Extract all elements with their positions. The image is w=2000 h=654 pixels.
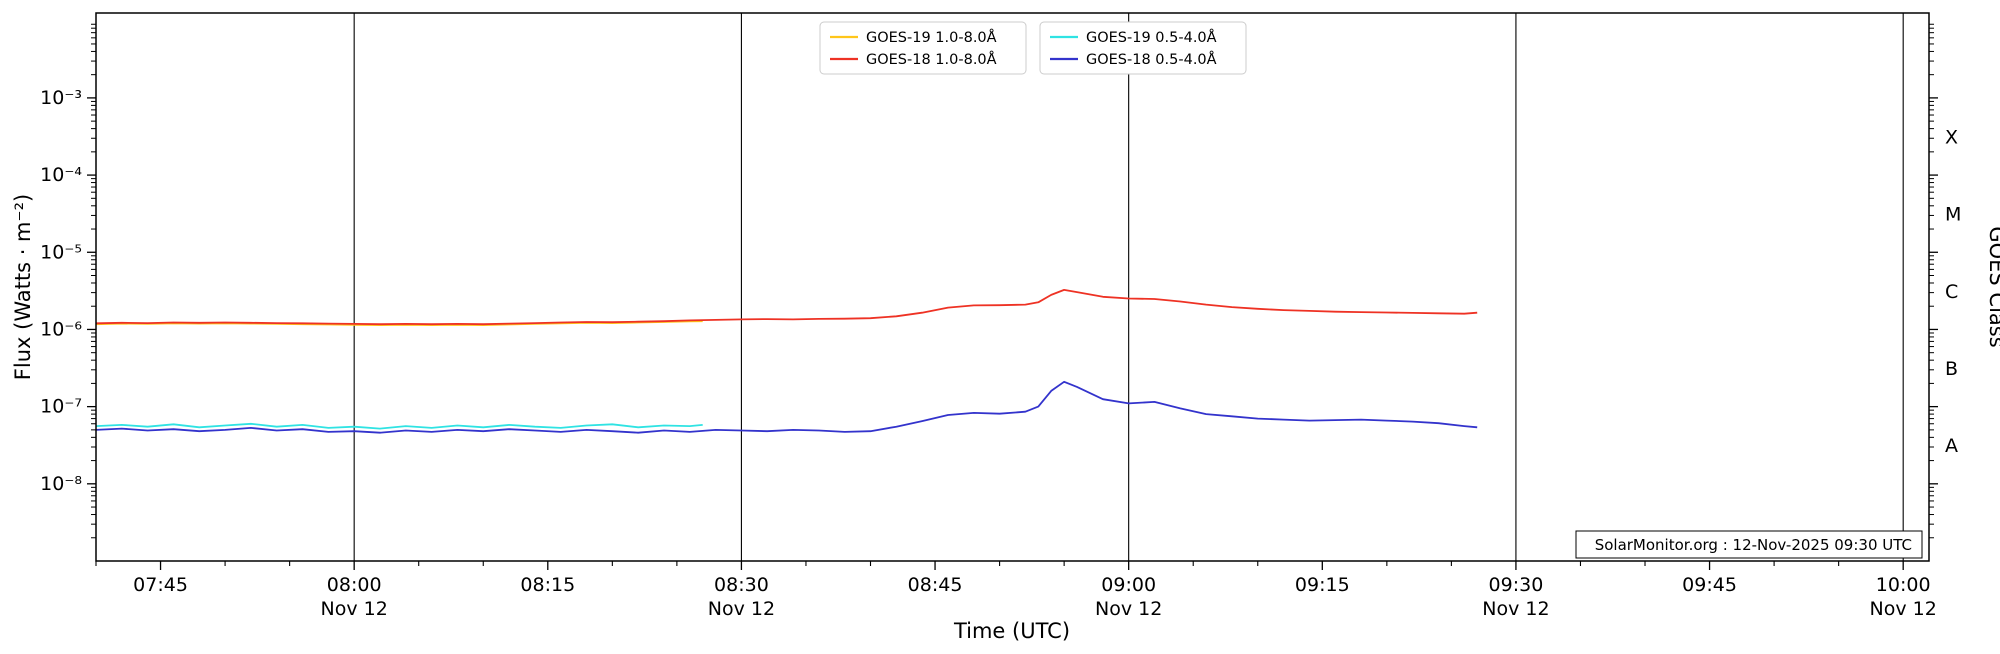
x-tick-label: 08:45: [908, 574, 963, 596]
x-day-label: Nov 12: [708, 598, 775, 620]
goes-class-label: C: [1945, 281, 1958, 303]
x-day-label: Nov 12: [321, 598, 388, 620]
right-axis-label: GOES Class: [1985, 226, 2000, 347]
legend-label-goes19-short: GOES-19 0.5-4.0Å: [1086, 29, 1217, 46]
x-tick-label: 10:00: [1876, 574, 1931, 596]
x-tick-label: 07:45: [133, 574, 188, 596]
goes-class-label: X: [1945, 126, 1958, 148]
watermark-box: [1575, 530, 1923, 559]
x-axis-label: Time (UTC): [953, 619, 1070, 643]
legend: GOES-19 1.0-8.0Å GOES-18 1.0-8.0Å GOES-1…: [819, 21, 1247, 75]
y-tick-label: 10⁻⁴: [40, 164, 82, 186]
x-day-label: Nov 12: [1095, 598, 1162, 620]
legend-label-goes18-short: GOES-18 0.5-4.0Å: [1086, 51, 1217, 68]
watermark: SolarMonitor.org : 12-Nov-2025 09:30 UTC: [1575, 530, 1923, 559]
legend-box-short-channel: [1039, 21, 1247, 75]
goes-class-label: B: [1945, 358, 1958, 380]
x-day-label: Nov 12: [1482, 598, 1549, 620]
x-tick-label: 09:00: [1101, 574, 1156, 596]
x-tick-label: 09:30: [1489, 574, 1544, 596]
flux-series-line: [95, 380, 1478, 434]
flux-series-line: [95, 422, 703, 430]
legend-label-goes19-long: GOES-19 1.0-8.0Å: [866, 29, 997, 46]
x-tick-label: 08:15: [520, 574, 575, 596]
flux-series-line: [95, 289, 1478, 326]
goes-class-label: M: [1945, 204, 1961, 226]
legend-label-goes18-long: GOES-18 1.0-8.0Å: [866, 51, 997, 68]
y-tick-label: 10⁻⁷: [40, 396, 82, 418]
plot-border: [95, 12, 1930, 562]
x-tick-label: 09:15: [1295, 574, 1350, 596]
goes-class-label: A: [1945, 435, 1958, 457]
x-tick-label: 08:00: [327, 574, 382, 596]
legend-box-long-channel: [819, 21, 1027, 75]
y-tick-label: 10⁻⁶: [40, 318, 82, 340]
y-axis-label: Flux (Watts · m⁻²): [11, 194, 35, 380]
y-tick-label: 10⁻⁵: [40, 241, 82, 263]
y-tick-label: 10⁻⁸: [40, 473, 82, 495]
x-tick-label: 08:30: [714, 574, 769, 596]
watermark-text: SolarMonitor.org : 12-Nov-2025 09:30 UTC: [1595, 536, 1912, 554]
y-tick-label: 10⁻³: [40, 87, 82, 109]
x-tick-label: 09:45: [1682, 574, 1737, 596]
x-day-label: Nov 12: [1870, 598, 1937, 620]
